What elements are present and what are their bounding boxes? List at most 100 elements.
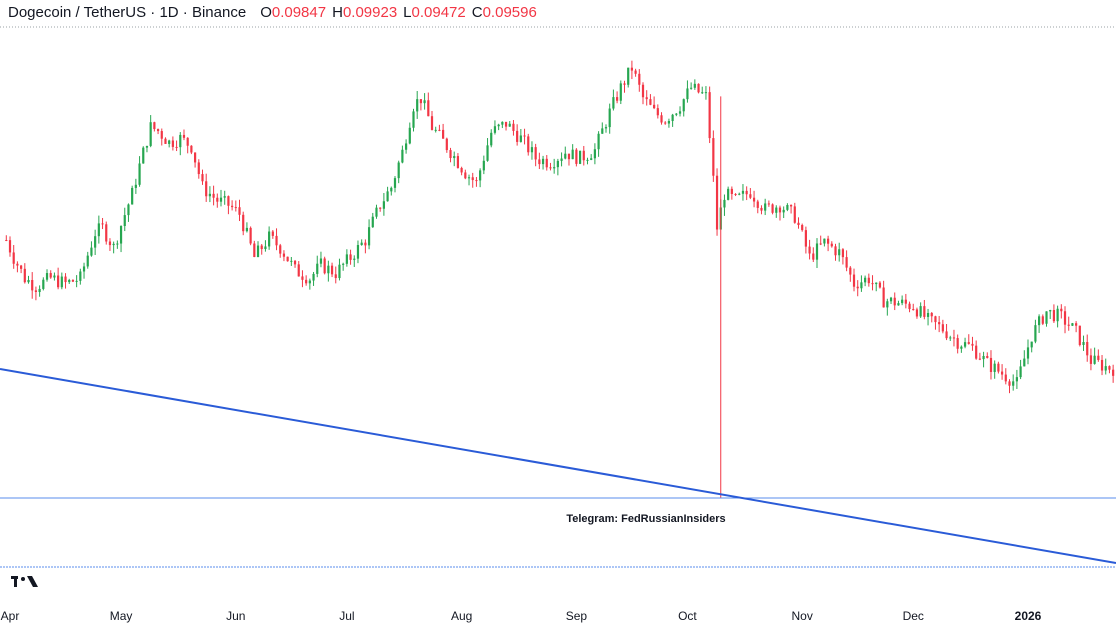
candle-body	[682, 99, 685, 112]
candle-body	[516, 130, 519, 142]
candle-body	[45, 273, 49, 280]
candle-body	[575, 149, 578, 164]
candle-body	[145, 145, 149, 148]
candle-body	[423, 100, 426, 104]
candle-body	[445, 138, 448, 151]
candle-body	[467, 177, 471, 179]
candle-body	[312, 273, 315, 281]
candle-body	[893, 297, 896, 306]
candle-body	[697, 83, 700, 93]
candle-body	[1041, 316, 1044, 324]
candle-body	[349, 254, 352, 260]
candle-body	[57, 275, 60, 288]
candle-body	[797, 222, 800, 226]
candle-body	[545, 158, 548, 168]
candle-body	[619, 83, 622, 101]
candle-body	[190, 145, 193, 153]
candle-body	[90, 247, 93, 256]
candle-body	[464, 172, 467, 179]
candle-body	[427, 100, 430, 117]
candle-body	[926, 313, 930, 317]
candle-body	[934, 316, 937, 323]
candle-body	[179, 134, 182, 148]
x-tick-label: Jun	[226, 609, 245, 623]
candle-body	[653, 104, 656, 109]
open-value: 0.09847	[271, 4, 327, 21]
candle-body	[1004, 374, 1007, 382]
candle-body	[393, 178, 397, 188]
candle-body	[712, 138, 715, 176]
candle-body	[1067, 324, 1070, 326]
chart-header: Dogecoin / TetherUS · 1D · Binance O 0.09…	[8, 4, 537, 21]
candle-body	[1060, 308, 1063, 312]
candle-body	[978, 358, 981, 360]
candle-body	[930, 313, 933, 317]
candle-body	[168, 140, 171, 144]
candle-body	[789, 205, 793, 207]
candle-body	[701, 92, 704, 94]
tradingview-logo-icon	[11, 576, 38, 587]
trendline[interactable]	[0, 368, 1116, 564]
candle-body	[1056, 308, 1059, 322]
candle-body	[330, 265, 334, 275]
candle-body	[919, 306, 922, 317]
candle-body	[823, 238, 826, 244]
candle-body	[649, 99, 652, 105]
candle-body	[804, 230, 807, 247]
candle-body	[567, 153, 571, 160]
candle-body	[108, 241, 112, 246]
candle-body	[852, 274, 856, 287]
candle-body	[334, 274, 337, 279]
candle-body	[582, 150, 585, 161]
candle-body	[923, 306, 926, 317]
candle-body	[638, 73, 641, 85]
candle-body	[971, 343, 974, 346]
candle-body	[482, 160, 485, 171]
candle-body	[134, 184, 137, 188]
candle-body	[767, 203, 770, 205]
candle-body	[319, 258, 323, 264]
candle-body	[875, 282, 878, 285]
candle-body	[1049, 310, 1052, 312]
candle-body	[534, 147, 537, 160]
candle-body	[297, 264, 300, 277]
candle-body	[367, 227, 371, 246]
candle-body	[101, 223, 104, 225]
candle-body	[23, 268, 26, 283]
candle-body	[1034, 325, 1037, 342]
candle-body	[301, 276, 304, 280]
candle-body	[456, 156, 460, 168]
candle-body	[1038, 316, 1041, 326]
candle-body	[541, 158, 545, 165]
candle-body	[49, 273, 52, 278]
candle-body	[945, 331, 948, 339]
candle-body	[727, 188, 730, 200]
candle-body	[982, 355, 985, 360]
candle-body	[316, 263, 319, 274]
candle-body	[1012, 381, 1015, 386]
candle-body	[578, 150, 582, 164]
candle-body	[830, 243, 833, 247]
candle-body	[356, 244, 360, 259]
candle-body	[1086, 341, 1089, 356]
candle-body	[834, 246, 837, 256]
candle-body	[667, 121, 671, 124]
candle-body	[523, 135, 526, 137]
candle-body	[353, 258, 356, 260]
low-label: L	[403, 4, 412, 21]
candle-body	[630, 67, 634, 71]
candle-body	[938, 322, 941, 325]
candle-body	[486, 145, 489, 161]
candle-body	[812, 253, 815, 260]
candle-body	[908, 303, 911, 310]
candle-body	[519, 135, 522, 142]
candle-body	[775, 207, 778, 213]
candle-body	[841, 249, 845, 258]
candle-body	[308, 280, 311, 284]
candle-body	[504, 121, 508, 127]
candle-body	[364, 242, 367, 246]
candle-body	[819, 243, 822, 245]
candle-body	[342, 263, 345, 265]
candle-body	[290, 260, 293, 262]
